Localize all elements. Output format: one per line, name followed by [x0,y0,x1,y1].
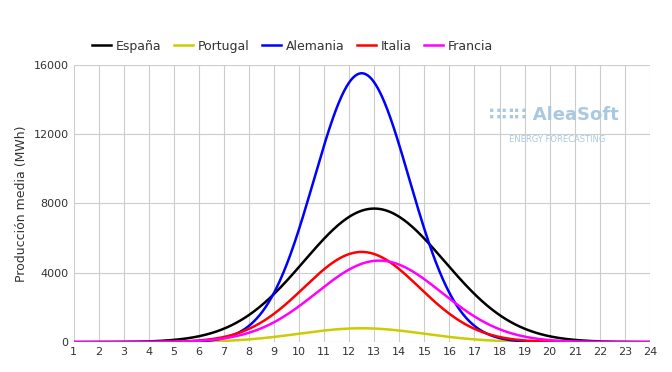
España [466,287,474,292]
Francia [375,259,383,263]
Alemania [302,202,310,207]
Alemania [323,132,331,137]
Portugal [519,339,528,344]
Text: ∷∷∷ AleaSoft: ∷∷∷ AleaSoft [489,106,618,124]
Portugal [69,340,77,344]
España [128,340,136,344]
Alemania [69,340,77,344]
Italia [69,340,77,344]
España [646,340,654,344]
Italia [358,250,366,254]
Alemania [646,340,654,344]
Alemania [128,340,136,344]
Alemania [358,71,366,76]
Y-axis label: Producción media (MWh): Producción media (MWh) [15,125,28,282]
España [370,206,378,211]
Alemania [466,320,474,324]
Italia [530,339,538,343]
Italia [646,340,654,344]
Francia [128,340,136,344]
Portugal [128,340,136,344]
Italia [323,264,331,269]
Line: España: España [73,209,650,342]
España [323,233,331,237]
Line: Francia: Francia [73,261,650,342]
Alemania [530,340,538,344]
España [519,326,528,330]
Francia [519,334,528,339]
Portugal [302,330,310,335]
Portugal [530,340,538,344]
Italia [302,283,310,287]
Line: Alemania: Alemania [73,73,650,342]
Francia [69,340,77,344]
Portugal [646,340,654,344]
Line: Portugal: Portugal [73,328,650,342]
España [530,330,538,334]
Francia [646,340,654,344]
Legend: España, Portugal, Alemania, Italia, Francia: España, Portugal, Alemania, Italia, Fran… [87,35,498,58]
España [302,256,310,260]
Italia [128,340,136,344]
Francia [323,282,331,286]
España [69,340,77,344]
Portugal [466,337,474,341]
Alemania [519,339,528,343]
Italia [466,324,474,329]
Line: Italia: Italia [73,252,650,342]
Francia [466,311,474,316]
Text: ENERGY FORECASTING: ENERGY FORECASTING [509,135,605,144]
Francia [530,336,538,340]
Italia [519,338,528,343]
Portugal [323,328,331,333]
Francia [302,298,310,303]
Portugal [358,326,366,330]
